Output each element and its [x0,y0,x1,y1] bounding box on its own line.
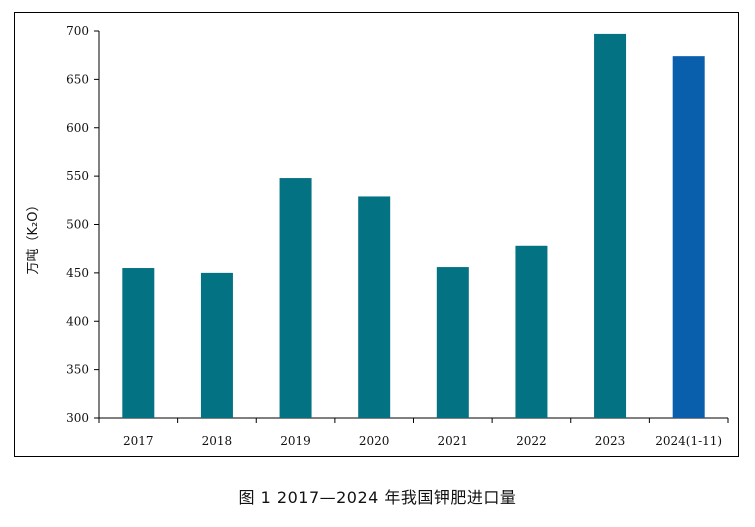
x-tick-label: 2024(1-11) [655,434,722,448]
y-tick-label: 350 [66,363,89,377]
bar-2023 [594,33,627,419]
x-tick-label: 2020 [359,434,390,448]
x-tick-label: 2017 [123,434,154,448]
bar-2019 [279,178,312,418]
x-tick-label: 2022 [516,434,547,448]
bar-2024(1-11) [672,56,705,418]
x-tick-label: 2023 [595,434,626,448]
bar-2021 [436,267,469,418]
y-axis-title: 万吨（K₂O） [26,199,41,275]
bar-2020 [358,196,391,418]
bar-2022 [515,245,548,418]
y-tick-label: 400 [66,314,89,328]
y-tick-label: 550 [66,169,89,183]
x-tick-label: 2021 [438,434,469,448]
bar-2017 [122,268,155,418]
x-tick-label: 2019 [280,434,311,448]
chart-frame: 300 350 400 450 500 550 600 650 700 万吨（K₂O） 2017 20… [14,12,739,457]
y-tick-label: 700 [66,24,89,38]
y-tick-label: 600 [66,121,89,135]
bar-2018 [200,272,233,418]
x-tick-label: 2018 [202,434,233,448]
figure-caption: 图 1 2017—2024 年我国钾肥进口量 [238,488,517,507]
bar-chart: 300 350 400 450 500 550 600 650 700 万吨（K₂O） 2017 20… [26,24,729,448]
y-tick-label: 500 [66,218,89,232]
y-tick-label: 300 [66,411,89,425]
y-tick-label: 450 [66,266,89,280]
y-tick-label: 650 [66,72,89,86]
